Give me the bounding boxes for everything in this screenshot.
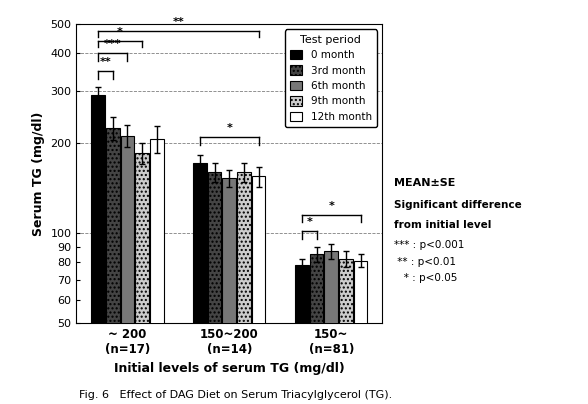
Text: *: *: [328, 201, 334, 211]
Bar: [252, 176, 266, 404]
Legend: 0 month, 3rd month, 6th month, 9th month, 12th month: 0 month, 3rd month, 6th month, 9th month…: [285, 29, 377, 127]
Bar: [91, 95, 105, 404]
Bar: [325, 251, 338, 404]
Bar: [193, 163, 207, 404]
Text: ** : p<0.01: ** : p<0.01: [394, 257, 456, 267]
Bar: [208, 172, 222, 404]
Text: **: **: [99, 57, 111, 67]
Text: *: *: [117, 27, 123, 37]
Bar: [237, 172, 251, 404]
Bar: [310, 254, 323, 404]
Bar: [106, 128, 119, 404]
Text: *: *: [306, 217, 312, 227]
Bar: [339, 259, 353, 404]
Text: **: **: [172, 17, 184, 27]
Text: *** : p<0.001: *** : p<0.001: [394, 240, 465, 250]
Text: from initial level: from initial level: [394, 220, 492, 230]
X-axis label: Initial levels of serum TG (mg/dl): Initial levels of serum TG (mg/dl): [114, 362, 345, 375]
Bar: [354, 261, 368, 404]
Bar: [135, 154, 149, 404]
Text: ***: ***: [104, 39, 122, 49]
Text: *: *: [226, 123, 232, 133]
Text: MEAN±SE: MEAN±SE: [394, 178, 455, 188]
Bar: [295, 265, 309, 404]
Bar: [121, 136, 134, 404]
Bar: [150, 139, 163, 404]
Y-axis label: Serum TG (mg/dl): Serum TG (mg/dl): [32, 112, 45, 236]
Bar: [222, 178, 236, 404]
Text: * : p<0.05: * : p<0.05: [394, 273, 457, 283]
Text: Significant difference: Significant difference: [394, 200, 522, 210]
Text: Fig. 6   Effect of DAG Diet on Serum Triacylglycerol (TG).: Fig. 6 Effect of DAG Diet on Serum Triac…: [79, 390, 392, 400]
